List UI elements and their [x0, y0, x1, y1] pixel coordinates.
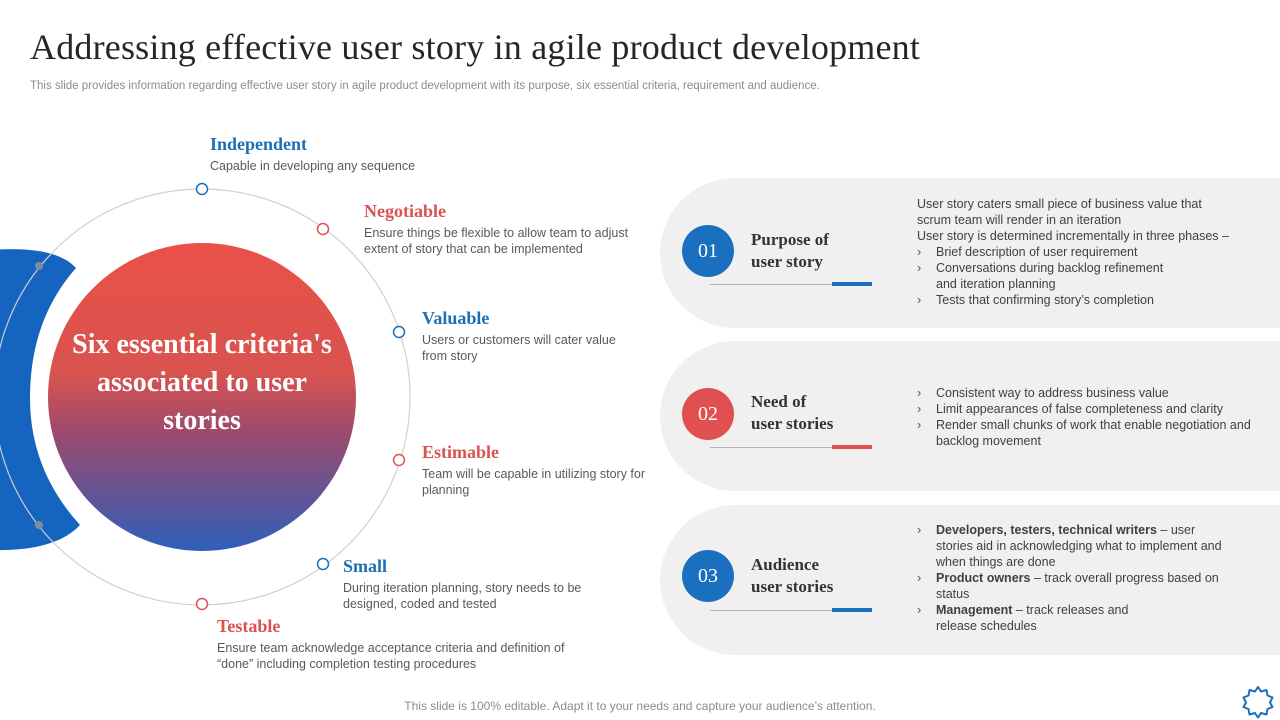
- criteria-diagram: [0, 182, 411, 611]
- bullet-bold: Management: [936, 603, 1013, 617]
- slide-footer: This slide is 100% editable. Adapt it to…: [404, 699, 876, 713]
- marker-negotiable: [316, 222, 330, 236]
- card-body: Developers, testers, technical writers –…: [917, 522, 1267, 634]
- card-bullet: Developers, testers, technical writers –…: [917, 522, 1226, 570]
- marker-estimable: [392, 453, 406, 467]
- card-audience: 03 Audience user stories Developers, tes…: [660, 505, 1280, 655]
- card-bullet-list: Developers, testers, technical writers –…: [917, 522, 1267, 634]
- card-need: 02 Need of user stories Consistent way t…: [660, 341, 1280, 491]
- card-bullet: Conversations during backlog refinement …: [917, 260, 1176, 292]
- card-title-line: Purpose of: [751, 230, 829, 249]
- blue-crescent-shape: [0, 249, 80, 551]
- card-bullet: Consistent way to address business value: [917, 385, 1267, 401]
- criterion-estimable: Estimable Team will be capable in utiliz…: [422, 442, 652, 498]
- card-underline-accent: [832, 282, 872, 286]
- card-bullet: Management – track releases and release …: [917, 602, 1156, 634]
- card-body: Consistent way to address business value…: [917, 385, 1267, 449]
- criterion-title: Negotiable: [364, 201, 446, 221]
- card-bullet: Limit appearances of false completeness …: [917, 401, 1267, 417]
- card-underline: [710, 284, 872, 285]
- criterion-title: Estimable: [422, 442, 500, 462]
- card-bullet-list: Consistent way to address business value…: [917, 385, 1267, 449]
- card-bullet: Tests that confirming story’s completion: [917, 292, 1267, 308]
- bullet-bold: Developers, testers, technical writers: [936, 523, 1157, 537]
- marker-small: [316, 557, 330, 571]
- criterion-title: Independent: [210, 134, 308, 154]
- card-bullet: Render small chunks of work that enable …: [917, 417, 1256, 449]
- bullet-text: – track overall progress based on status: [936, 571, 1219, 601]
- criterion-testable: Testable Ensure team acknowledge accepta…: [217, 616, 577, 672]
- criterion-title: Valuable: [422, 308, 490, 328]
- card-underline-accent: [832, 445, 872, 449]
- marker-testable: [195, 597, 209, 611]
- slide-title: Addressing effective user story in agile…: [30, 27, 921, 67]
- card-bullet: Product owners – track overall progress …: [917, 570, 1236, 602]
- gear-icon: [1242, 686, 1274, 719]
- bullet-text: – track releases and release schedules: [936, 603, 1129, 633]
- criterion-small: Small During iteration planning, story n…: [343, 556, 613, 612]
- criterion-desc: Ensure things be flexible to allow team …: [364, 226, 629, 256]
- marker-valuable: [392, 325, 406, 339]
- card-title-line: user stories: [751, 577, 834, 596]
- criterion-title: Testable: [217, 616, 281, 636]
- criterion-desc: Users or customers will cater value from…: [422, 333, 616, 363]
- card-title: Audience user stories: [751, 554, 833, 598]
- marker-independent: [195, 182, 209, 196]
- card-body: User story caters small piece of busines…: [917, 196, 1267, 308]
- card-intro: User story caters small piece of busines…: [917, 197, 1202, 227]
- card-number-badge: 03: [682, 550, 734, 602]
- card-number-badge: 01: [682, 225, 734, 277]
- card-title: Purpose of user story: [751, 229, 829, 273]
- card-number-badge: 02: [682, 388, 734, 440]
- card-title-line: user story: [751, 252, 823, 271]
- card-title-line: Audience: [751, 555, 819, 574]
- criterion-desc: Ensure team acknowledge acceptance crite…: [217, 641, 565, 671]
- card-title: Need of user stories: [751, 391, 833, 435]
- criterion-desc: Capable in developing any sequence: [210, 159, 416, 173]
- criterion-negotiable: Negotiable Ensure things be flexible to …: [364, 201, 649, 257]
- bullet-bold: Product owners: [936, 571, 1031, 585]
- card-underline: [710, 610, 872, 611]
- card-intro: User story is determined incrementally i…: [917, 229, 1229, 243]
- criterion-valuable: Valuable Users or customers will cater v…: [422, 308, 637, 364]
- center-circle: [48, 243, 356, 551]
- criterion-title: Small: [343, 556, 388, 576]
- slide-subtitle: This slide provides information regardin…: [30, 80, 820, 92]
- crescent-dot-top: [35, 262, 43, 270]
- card-bullet: Brief description of user requirement: [917, 244, 1267, 260]
- criterion-desc: Team will be capable in utilizing story …: [422, 467, 646, 497]
- card-title-line: Need of: [751, 392, 807, 411]
- bullet-text: – user stories aid in acknowledging what…: [936, 523, 1222, 569]
- card-purpose: 01 Purpose of user story User story cate…: [660, 178, 1280, 328]
- center-circle-text: Six essential criteria's associated to u…: [72, 329, 332, 436]
- card-underline: [710, 447, 872, 448]
- card-bullet-list: Brief description of user requirement Co…: [917, 244, 1267, 308]
- card-underline-accent: [832, 608, 872, 612]
- crescent-dot-bottom: [35, 521, 43, 529]
- card-title-line: user stories: [751, 414, 834, 433]
- criterion-independent: Independent Capable in developing any se…: [210, 134, 510, 174]
- criterion-desc: During iteration planning, story needs t…: [343, 581, 582, 611]
